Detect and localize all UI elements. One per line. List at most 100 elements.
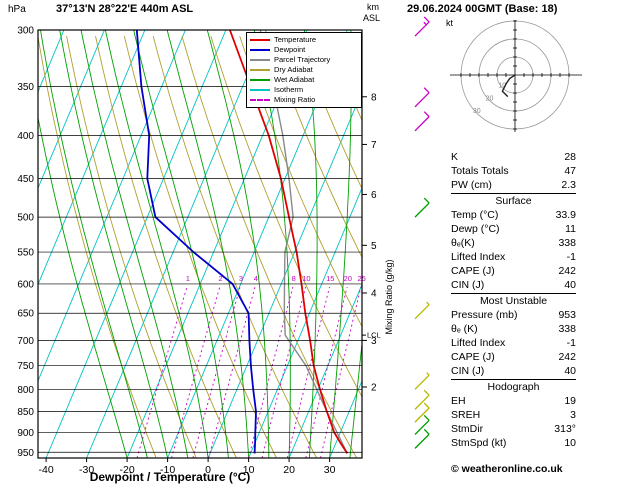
legend-label: Wet Adiabat <box>274 75 315 84</box>
index-value: 242 <box>558 351 576 363</box>
index-label: K <box>451 151 459 163</box>
index-value: 338 <box>558 323 576 335</box>
index-row: CAPE (J) 242 <box>451 264 576 278</box>
legend-label: Temperature <box>274 35 317 44</box>
wind-barb <box>414 116 430 132</box>
svg-text:7: 7 <box>371 140 377 151</box>
svg-text:20: 20 <box>486 95 494 102</box>
svg-text:750: 750 <box>17 361 34 372</box>
legend-item: Parcel Trajectory <box>250 55 358 65</box>
svg-text:350: 350 <box>17 82 34 93</box>
datetime-title: 29.06.2024 00GMT (Base: 18) <box>407 3 558 15</box>
svg-text:-20: -20 <box>120 464 135 476</box>
index-label: θₑ(K) <box>451 237 475 249</box>
index-row: StmDir 313° <box>451 422 576 436</box>
legend-swatch <box>250 99 270 101</box>
index-label: CIN (J) <box>451 365 485 377</box>
legend-item: Mixing Ratio <box>250 95 358 105</box>
legend-item: Isotherm <box>250 85 358 95</box>
wind-barb <box>414 21 430 37</box>
credit: © weatheronline.co.uk <box>451 463 563 475</box>
legend-swatch <box>250 89 270 91</box>
svg-text:700: 700 <box>17 336 34 347</box>
index-label: CAPE (J) <box>451 265 495 277</box>
index-value: -1 <box>566 337 576 349</box>
legend-item: Temperature <box>250 35 358 45</box>
svg-text:-10: -10 <box>160 464 175 476</box>
svg-text:10: 10 <box>302 274 310 283</box>
pressure-axis-unit: hPa <box>8 4 26 15</box>
index-label: Temp (°C) <box>451 209 499 221</box>
index-row: θₑ(K) 338 <box>451 236 576 250</box>
svg-text:850: 850 <box>17 407 34 418</box>
index-value: -1 <box>566 251 576 263</box>
svg-text:3: 3 <box>371 336 377 347</box>
svg-text:15: 15 <box>326 274 334 283</box>
index-row: θₑ (K) 338 <box>451 322 576 336</box>
wind-barb <box>414 202 430 218</box>
legend-swatch <box>250 69 270 71</box>
svg-text:4: 4 <box>371 288 377 299</box>
legend-swatch <box>250 79 270 81</box>
index-value: 313° <box>554 423 576 435</box>
svg-text:8: 8 <box>371 92 377 103</box>
svg-text:5: 5 <box>371 241 377 252</box>
svg-text:650: 650 <box>17 309 34 320</box>
svg-text:20: 20 <box>344 274 352 283</box>
wind-barb <box>414 419 430 435</box>
index-row: Dewp (°C) 11 <box>451 222 576 236</box>
index-label: CIN (J) <box>451 279 485 291</box>
svg-text:500: 500 <box>17 213 34 224</box>
index-row: StmSpd (kt) 10 <box>451 436 576 450</box>
svg-text:-30: -30 <box>79 464 94 476</box>
wind-barb <box>414 304 430 320</box>
index-label: SREH <box>451 409 481 421</box>
index-value: 11 <box>565 223 576 235</box>
svg-text:2: 2 <box>371 383 377 394</box>
legend-swatch <box>250 39 270 41</box>
svg-text:20: 20 <box>283 464 295 476</box>
index-row: K 28 <box>451 150 576 164</box>
svg-text:300: 300 <box>17 26 34 37</box>
legend-label: Isotherm <box>274 85 304 94</box>
index-label: Lifted Index <box>451 337 506 349</box>
index-row: CIN (J) 40 <box>451 364 576 378</box>
index-value: 338 <box>558 237 576 249</box>
wind-barb <box>414 374 430 390</box>
svg-text:3: 3 <box>239 274 243 283</box>
index-row: Lifted Index -1 <box>451 336 576 350</box>
index-label: Pressure (mb) <box>451 309 518 321</box>
indices-panel: K 28 Totals Totals 47 PW (cm) 2.3 Surface Temp … <box>451 150 576 450</box>
station-title: 37°13'N 28°22'E 440m ASL <box>56 3 194 15</box>
index-value: 33.9 <box>555 209 576 221</box>
svg-text:6: 6 <box>371 190 377 201</box>
legend-label: Mixing Ratio <box>274 95 316 104</box>
legend-label: Dewpoint <box>274 45 306 54</box>
index-row: Totals Totals 47 <box>451 164 576 178</box>
svg-text:600: 600 <box>17 279 34 290</box>
legend-item: Dry Adiabat <box>250 65 358 75</box>
index-value: 3 <box>570 409 576 421</box>
svg-text:800: 800 <box>17 385 34 396</box>
index-row: CIN (J) 40 <box>451 278 576 292</box>
index-value: 40 <box>564 279 576 291</box>
height-axis-unit: km <box>367 2 379 12</box>
index-label: Lifted Index <box>451 251 506 263</box>
hodograph-trace <box>501 74 516 98</box>
section-title: Hodograph <box>451 379 576 394</box>
svg-text:1: 1 <box>186 274 190 283</box>
index-row: EH 19 <box>451 394 576 408</box>
svg-text:2: 2 <box>219 274 223 283</box>
svg-text:550: 550 <box>17 248 34 259</box>
mixing-ratio-axis-label: Mixing Ratio (g/kg) <box>384 259 394 334</box>
wind-barb <box>414 433 430 449</box>
svg-text:4: 4 <box>254 274 258 283</box>
svg-text:-40: -40 <box>39 464 54 476</box>
index-value: 242 <box>558 265 576 277</box>
hodograph-plot: 10 20 30 kt <box>446 18 582 132</box>
legend-item: Wet Adiabat <box>250 75 358 85</box>
wind-barb <box>414 407 430 423</box>
svg-text:30: 30 <box>473 108 481 115</box>
